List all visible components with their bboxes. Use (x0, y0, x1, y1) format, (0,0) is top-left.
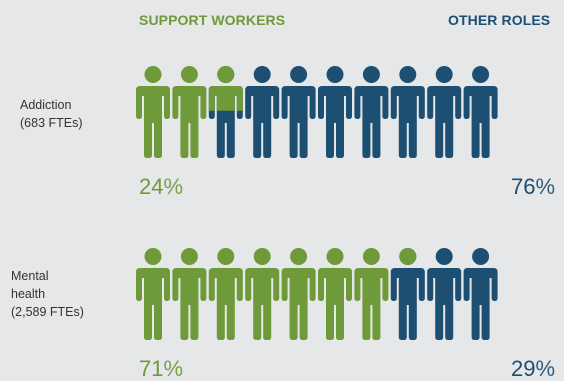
other-roles-header: OTHER ROLES (448, 12, 551, 28)
person-icon (390, 66, 425, 158)
person-icon (427, 66, 462, 158)
person-icon (136, 66, 170, 158)
addiction-other-percent: 76% (511, 175, 555, 199)
person-icon (245, 248, 280, 340)
person-icon (354, 248, 389, 340)
pictograph-row (136, 66, 498, 158)
percent-sign: % (163, 356, 184, 381)
person-icon (318, 248, 352, 340)
addiction-support-percent: 24% (139, 175, 183, 199)
person-icon (463, 66, 498, 158)
person-icon (463, 248, 498, 340)
person-icon (318, 66, 352, 158)
person-icon (172, 248, 207, 340)
support-workers-header: SUPPORT WORKERS (139, 12, 286, 28)
row-label-line: (683 FTEs) (20, 116, 83, 130)
mental-health-support-percent: 71% (139, 357, 183, 381)
row-label-addiction: Addiction (683 FTEs) (20, 96, 130, 132)
mental-health-other-percent: 29% (511, 357, 555, 381)
pictograph-row (136, 248, 498, 340)
row-label-mental-health: Mental health (2,589 FTEs) (11, 267, 121, 321)
person-icon (427, 248, 462, 340)
percent-sign: % (535, 174, 556, 199)
percent-value: 71 (139, 356, 164, 381)
person-icon-partial-fill (399, 248, 417, 265)
person-icon (136, 248, 170, 340)
person-icon (172, 66, 207, 158)
person-icon (208, 66, 243, 158)
percent-value: 24 (139, 174, 164, 199)
percent-value: 29 (511, 356, 536, 381)
row-label-line: health (11, 287, 46, 301)
person-icon (245, 66, 280, 158)
percent-sign: % (163, 174, 184, 199)
row-label-line: Mental (11, 269, 49, 283)
person-icon (354, 66, 389, 158)
row-label-line: (2,589 FTEs) (11, 305, 84, 319)
person-icon (281, 66, 316, 158)
percent-sign: % (535, 356, 556, 381)
person-icon (281, 248, 316, 340)
person-icon-partial-fill (208, 66, 243, 111)
row-label-line: Addiction (20, 98, 72, 112)
person-icon (390, 248, 425, 340)
percent-value: 76 (511, 174, 536, 199)
person-icon (208, 248, 243, 340)
